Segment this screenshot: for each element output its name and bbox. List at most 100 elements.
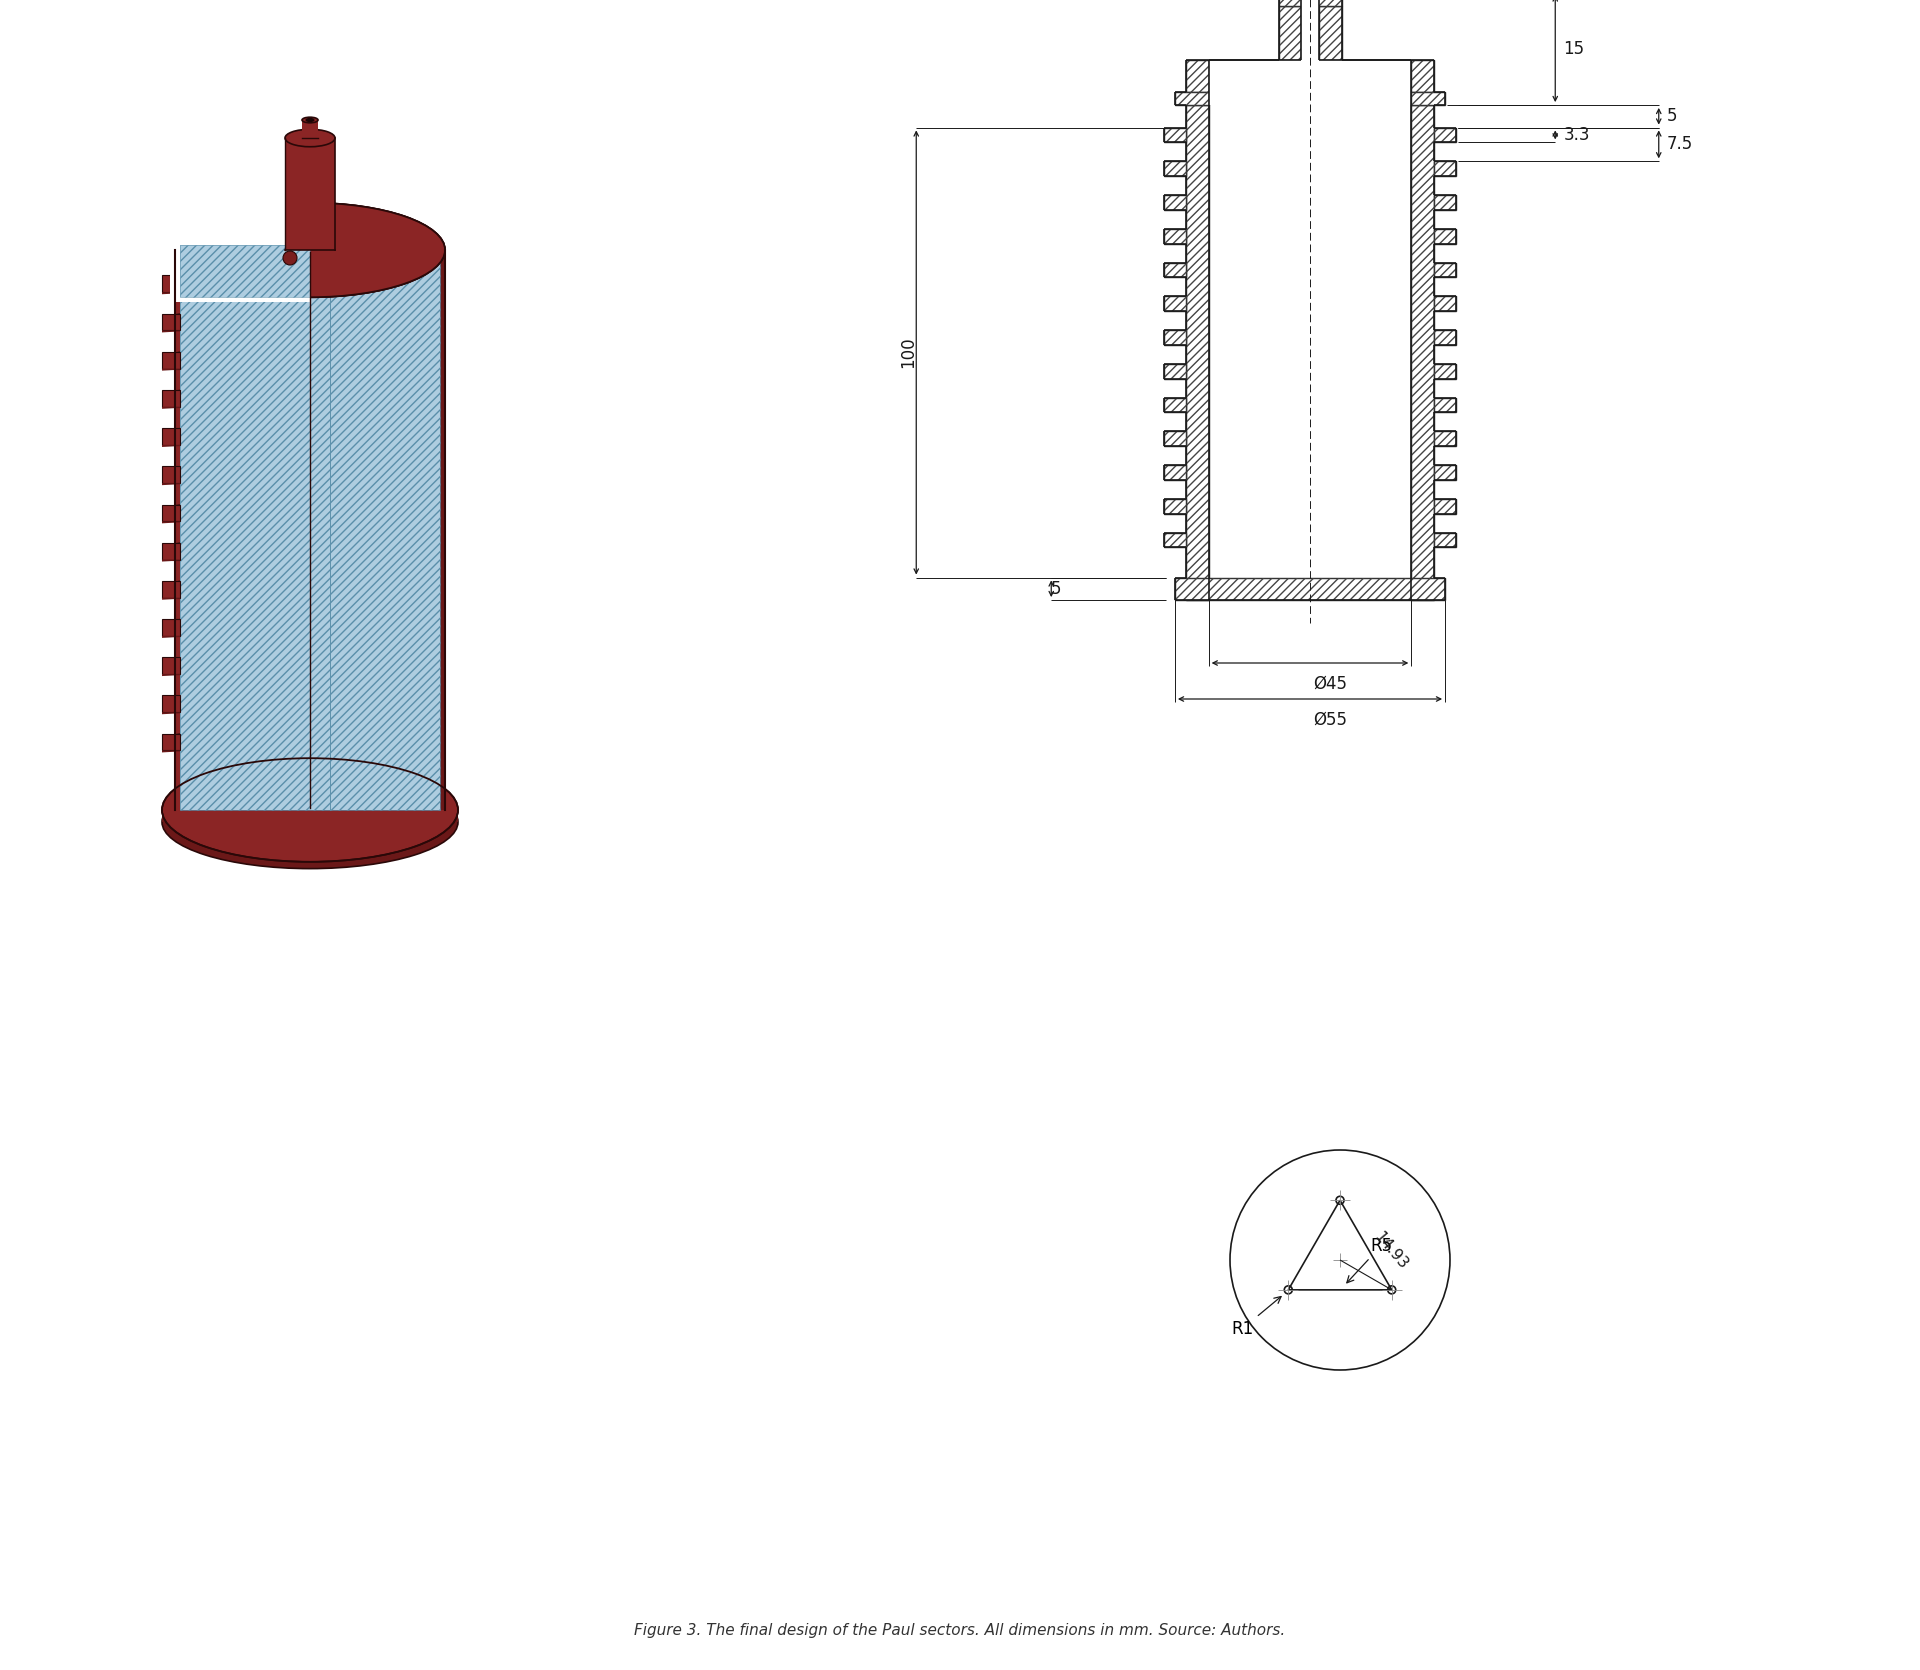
Polygon shape (1434, 464, 1455, 479)
Text: 15: 15 (1563, 40, 1584, 58)
Polygon shape (1434, 162, 1455, 175)
Text: 3.3: 3.3 (1563, 125, 1590, 144)
Text: Ø55: Ø55 (1313, 711, 1348, 730)
Polygon shape (1319, 7, 1342, 60)
Polygon shape (1434, 195, 1455, 210)
Polygon shape (161, 504, 180, 508)
Polygon shape (180, 250, 330, 810)
Polygon shape (284, 139, 334, 250)
Polygon shape (1434, 533, 1455, 548)
Polygon shape (161, 444, 180, 448)
Polygon shape (1164, 195, 1187, 210)
Polygon shape (1434, 229, 1455, 244)
Polygon shape (1434, 331, 1455, 344)
Polygon shape (161, 428, 180, 444)
Text: R1: R1 (1231, 1296, 1281, 1338)
Polygon shape (161, 292, 180, 294)
Ellipse shape (305, 119, 315, 122)
Ellipse shape (200, 212, 420, 289)
Polygon shape (161, 466, 180, 469)
Polygon shape (1411, 92, 1446, 105)
Polygon shape (1434, 499, 1455, 514)
Circle shape (282, 250, 298, 266)
Polygon shape (161, 733, 180, 736)
Polygon shape (161, 620, 180, 636)
Polygon shape (161, 543, 180, 546)
Text: R5: R5 (1346, 1237, 1392, 1283)
Polygon shape (1187, 105, 1210, 600)
Polygon shape (161, 466, 180, 483)
Polygon shape (161, 483, 180, 486)
Polygon shape (161, 352, 180, 369)
Polygon shape (161, 428, 180, 431)
Polygon shape (1210, 0, 1411, 610)
Ellipse shape (175, 202, 445, 297)
Polygon shape (1434, 296, 1455, 311)
Polygon shape (161, 733, 180, 750)
Polygon shape (1164, 397, 1187, 412)
Polygon shape (161, 352, 180, 354)
Polygon shape (161, 504, 180, 521)
Polygon shape (161, 675, 180, 676)
Ellipse shape (161, 758, 459, 862)
Polygon shape (161, 369, 180, 371)
Text: Figure 3. The final design of the Paul sectors. All dimensions in mm. Source: Au: Figure 3. The final design of the Paul s… (634, 1623, 1286, 1638)
Polygon shape (161, 581, 180, 598)
Polygon shape (1175, 92, 1210, 105)
Polygon shape (161, 658, 180, 660)
Polygon shape (161, 695, 180, 711)
Polygon shape (1434, 262, 1455, 277)
Polygon shape (161, 543, 180, 559)
Polygon shape (161, 276, 180, 279)
Polygon shape (1164, 127, 1187, 142)
Polygon shape (175, 250, 309, 810)
Polygon shape (161, 521, 180, 523)
Polygon shape (1164, 229, 1187, 244)
Polygon shape (161, 581, 180, 584)
Ellipse shape (175, 202, 445, 297)
Ellipse shape (175, 202, 445, 297)
Polygon shape (1164, 499, 1187, 514)
Polygon shape (1434, 127, 1455, 142)
Text: Ø45: Ø45 (1313, 675, 1348, 693)
Polygon shape (180, 245, 309, 297)
Polygon shape (1434, 431, 1455, 446)
Polygon shape (1434, 397, 1455, 412)
Polygon shape (161, 314, 180, 317)
Polygon shape (171, 197, 309, 302)
Polygon shape (161, 750, 180, 753)
Polygon shape (161, 391, 180, 407)
Polygon shape (1187, 60, 1210, 92)
Polygon shape (161, 407, 180, 409)
Polygon shape (161, 598, 180, 600)
Text: 5: 5 (1667, 107, 1678, 125)
Text: 14.93: 14.93 (1371, 1229, 1411, 1273)
Polygon shape (161, 711, 180, 715)
Polygon shape (301, 120, 319, 139)
Polygon shape (330, 250, 440, 810)
Polygon shape (1434, 364, 1455, 379)
Polygon shape (1210, 60, 1411, 105)
Polygon shape (161, 391, 180, 392)
Text: 100: 100 (899, 337, 918, 369)
Polygon shape (161, 810, 459, 822)
Polygon shape (1279, 0, 1342, 7)
Polygon shape (161, 276, 180, 292)
Text: 5: 5 (1050, 579, 1062, 598)
Ellipse shape (301, 117, 319, 124)
Polygon shape (161, 658, 180, 675)
Polygon shape (161, 620, 180, 623)
Polygon shape (1279, 7, 1302, 60)
Polygon shape (1164, 331, 1187, 344)
Polygon shape (1164, 533, 1187, 548)
Polygon shape (161, 559, 180, 561)
Polygon shape (1164, 262, 1187, 277)
Polygon shape (1164, 162, 1187, 175)
Polygon shape (1411, 105, 1434, 600)
Polygon shape (161, 636, 180, 638)
Polygon shape (1175, 578, 1446, 600)
Polygon shape (1411, 60, 1434, 92)
Polygon shape (1164, 296, 1187, 311)
Polygon shape (161, 695, 180, 698)
Polygon shape (1164, 431, 1187, 446)
